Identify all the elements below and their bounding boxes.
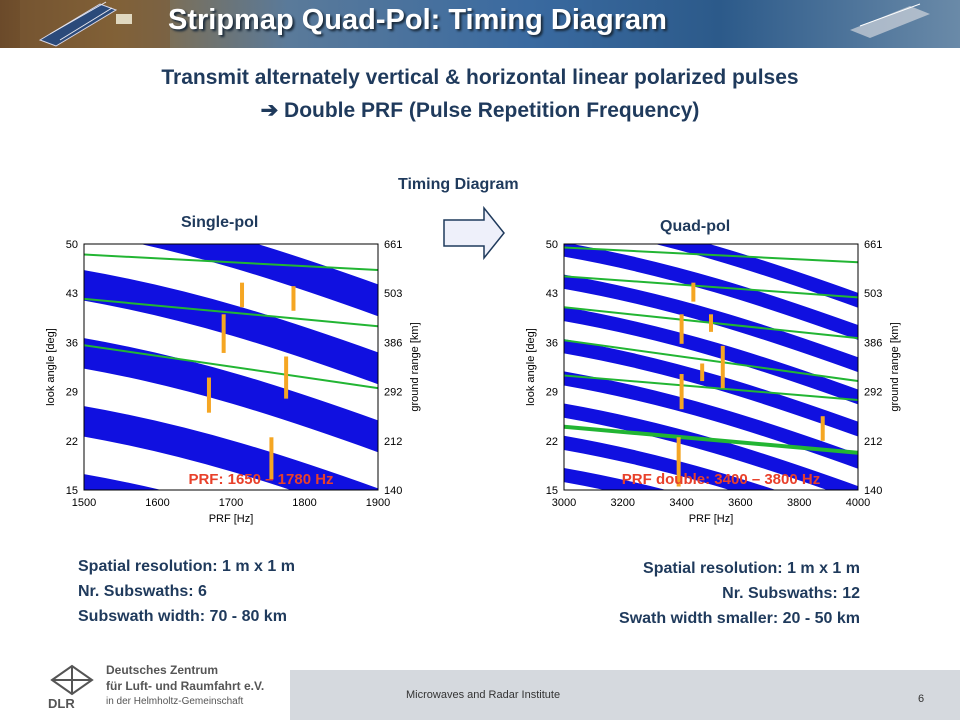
dlr-abbrev: DLR: [48, 696, 75, 710]
swath-line: [84, 344, 378, 390]
timing-diagram-label: Timing Diagram: [398, 176, 519, 193]
blind-range-band: [84, 338, 378, 453]
swath-line: [564, 275, 858, 299]
y-tick-label: 36: [546, 337, 558, 349]
y2-tick-label: 386: [864, 337, 882, 349]
quad-pol-chart: 50 661 43 503 36 386 29 292 22 212 15 140 3000 3200 34…: [525, 239, 901, 525]
y-tick-label: 29: [66, 387, 78, 399]
y2-tick-label: 292: [384, 387, 402, 399]
x-tick-label: 1800: [292, 497, 316, 509]
y-axis-label: look angle [deg]: [525, 328, 537, 406]
logo-line: in der Helmholtz-Gemeinschaft: [106, 696, 244, 707]
quad-pol-heading: Quad-pol: [660, 218, 731, 235]
y2-tick-label: 661: [864, 239, 882, 251]
blind-range-band: [564, 467, 667, 490]
blind-range-band: [84, 270, 378, 385]
y2-tick-label: 212: [384, 436, 402, 448]
header-banner: Stripmap Quad-Pol: Timing Diagram: [0, 0, 960, 48]
blind-range-band: [564, 403, 858, 490]
y2-tick-label: 503: [384, 288, 402, 300]
y-tick-label: 43: [66, 288, 78, 300]
info-line: Nr. Subswaths: 12: [722, 585, 860, 602]
x-tick-label: 3800: [787, 497, 811, 509]
info-line: Spatial resolution: 1 m x 1 m: [643, 560, 860, 577]
x-axis-label: PRF [Hz]: [689, 513, 734, 525]
x-tick-label: 3200: [611, 497, 635, 509]
x-tick-label: 3000: [552, 497, 576, 509]
x-tick-label: 1700: [219, 497, 243, 509]
swath-line: [84, 297, 378, 328]
x-axis-label: PRF [Hz]: [209, 513, 254, 525]
single-pol-info: Spatial resolution: 1 m x 1 m Nr. Subswa…: [78, 554, 295, 629]
dlr-logo-icon: DLR: [48, 664, 94, 710]
x-tick-label: 3400: [669, 497, 693, 509]
y2-tick-label: 503: [864, 288, 882, 300]
swath-line: [84, 253, 378, 272]
plot-frame: [83, 243, 379, 491]
y-tick-label: 15: [66, 485, 78, 497]
subtitle-line2: ➔ Double PRF (Pulse Repetition Frequency…: [260, 99, 700, 122]
y-tick-label: 22: [546, 436, 558, 448]
y-tick-label: 22: [66, 436, 78, 448]
y-axis-label: look angle [deg]: [45, 328, 57, 406]
prf-label: PRF: 1650 – 1780 Hz: [188, 471, 333, 488]
y2-axis-label: ground range [km]: [409, 322, 421, 411]
y2-tick-label: 140: [384, 485, 402, 497]
plot-frame: [563, 243, 859, 491]
logo-line: Deutsches Zentrum: [106, 663, 219, 677]
page-number: 6: [918, 693, 925, 705]
single-pol-heading: Single-pol: [181, 214, 259, 231]
swath-line: [564, 374, 858, 402]
y-tick-label: 50: [66, 239, 78, 251]
y-tick-label: 50: [546, 239, 558, 251]
blind-range-band: [564, 371, 858, 469]
institute-name: Microwaves and Radar Institute: [406, 689, 561, 701]
blind-range-band: [655, 244, 858, 308]
swath-line: [564, 246, 858, 264]
x-tick-label: 3600: [728, 497, 752, 509]
prf-label: PRF double: 3400 – 3800 Hz: [622, 471, 820, 488]
x-tick-label: 4000: [846, 497, 870, 509]
y2-tick-label: 140: [864, 485, 882, 497]
footer-band: [290, 670, 960, 720]
quad-pol-info: Spatial resolution: 1 m x 1 m Nr. Subswa…: [520, 556, 860, 631]
x-tick-label: 1500: [72, 497, 96, 509]
blind-range-band: [564, 244, 858, 340]
y2-tick-label: 386: [384, 337, 402, 349]
logo-line: für Luft- und Raumfahrt e.V.: [106, 679, 265, 693]
info-line: Swath width smaller: 20 - 50 km: [619, 610, 860, 627]
blind-range-band: [84, 406, 378, 490]
swath-line: [564, 339, 858, 383]
y2-axis-label: ground range [km]: [889, 322, 901, 411]
y2-tick-label: 212: [864, 436, 882, 448]
x-tick-label: 1600: [145, 497, 169, 509]
right-arrow-icon: [443, 206, 505, 260]
info-line: Subswath width: 70 - 80 km: [78, 608, 287, 625]
y-tick-label: 15: [546, 485, 558, 497]
x-tick-label: 1900: [366, 497, 390, 509]
y-tick-label: 43: [546, 288, 558, 300]
slide-title: Stripmap Quad-Pol: Timing Diagram: [168, 4, 667, 36]
info-line: Spatial resolution: 1 m x 1 m: [78, 558, 295, 575]
single-pol-chart: 50 661 43 503 36 386 29 292 22 212 15 140 1500 1600 17…: [45, 239, 421, 525]
y-tick-label: 36: [66, 337, 78, 349]
y2-tick-label: 661: [384, 239, 402, 251]
blind-range-band: [564, 306, 858, 405]
blind-range-band: [564, 274, 858, 373]
info-line: Nr. Subswaths: 6: [78, 583, 207, 600]
blind-range-band: [564, 339, 858, 437]
satellite-icon: [850, 3, 930, 38]
y-tick-label: 29: [546, 387, 558, 399]
subtitle-line1: Transmit alternately vertical & horizont…: [161, 66, 799, 89]
blind-range-band: [140, 244, 378, 317]
satellite-icon: [20, 0, 170, 48]
swath-line: [564, 424, 858, 455]
y2-tick-label: 292: [864, 387, 882, 399]
blind-range-band: [564, 435, 777, 490]
dlr-logo-text: Deutsches Zentrum für Luft- und Raumfahr…: [106, 662, 264, 710]
